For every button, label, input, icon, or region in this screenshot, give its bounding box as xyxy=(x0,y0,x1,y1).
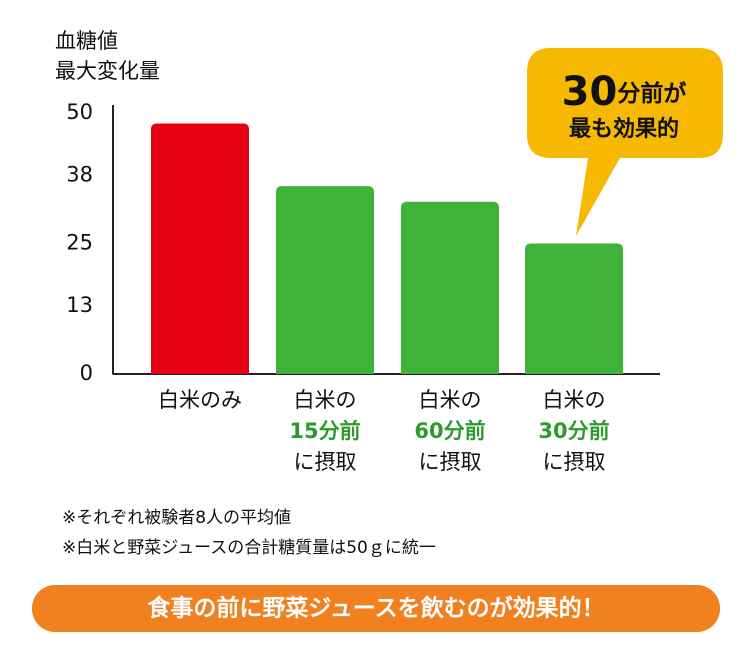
bar xyxy=(401,201,499,374)
bar xyxy=(276,186,374,374)
x-tick-label: 30分前 xyxy=(538,419,609,443)
bar xyxy=(525,243,623,374)
callout-emphasis: 30 xyxy=(562,69,618,115)
banner-text: 食事の前に野菜ジュースを飲むのが効果的！ xyxy=(147,595,604,622)
x-tick-label: 白米のみ xyxy=(158,388,242,412)
x-tick-label: に摂取 xyxy=(294,450,357,474)
y-tick-label: 0 xyxy=(80,361,93,385)
y-axis-label: 最大変化量 xyxy=(55,59,160,83)
x-tick-label: 白米の xyxy=(294,388,357,412)
x-tick-label: に摂取 xyxy=(419,450,482,474)
bar xyxy=(151,123,249,374)
banner xyxy=(32,585,720,632)
x-tick-label: 15分前 xyxy=(289,419,360,443)
callout-text: 分前が xyxy=(617,80,686,107)
x-tick-label: 白米の xyxy=(419,388,482,412)
note: ※白米と野菜ジュースの合計糖質量は50ｇに統一 xyxy=(62,538,436,558)
callout-bubble xyxy=(527,48,723,236)
callout: 30分前が 最も効果的 xyxy=(527,48,723,236)
y-tick-label: 38 xyxy=(66,163,93,187)
y-axis-label: 血糖値 xyxy=(55,29,118,53)
y-tick-label: 25 xyxy=(66,231,93,255)
y-tick-label: 50 xyxy=(66,100,93,124)
note: ※それぞれ被験者8人の平均値 xyxy=(62,508,291,528)
y-tick-label: 13 xyxy=(66,293,93,317)
callout-line: 30分前が xyxy=(562,69,687,115)
x-tick-label: に摂取 xyxy=(543,450,606,474)
callout-text: 最も効果的 xyxy=(569,116,679,142)
x-tick-label: 60分前 xyxy=(414,419,485,443)
x-tick-label: 白米の xyxy=(543,388,606,412)
